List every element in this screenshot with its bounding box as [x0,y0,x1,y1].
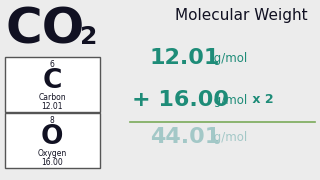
Text: + 16.00: + 16.00 [132,90,229,110]
Text: x 2: x 2 [248,93,274,106]
Text: g/mol: g/mol [210,52,247,65]
Bar [5,57,100,112]
Text: Molecular Weight: Molecular Weight [175,8,308,23]
Text: 12.01: 12.01 [150,48,220,68]
Text: 12.01: 12.01 [41,102,63,111]
Text: 6: 6 [50,60,54,69]
Text: 16.00: 16.00 [41,158,63,167]
Text: Carbon: Carbon [38,93,66,102]
Text: O: O [41,124,63,150]
Text: Oxygen: Oxygen [37,149,67,158]
Text: 8: 8 [50,116,54,125]
Text: 44.01: 44.01 [150,127,220,147]
Text: g/mol: g/mol [210,131,247,144]
Text: g/mol: g/mol [210,94,247,107]
Text: C: C [42,68,62,94]
Bar [5,113,100,168]
Text: CO: CO [5,5,84,53]
Text: 2: 2 [80,25,97,49]
